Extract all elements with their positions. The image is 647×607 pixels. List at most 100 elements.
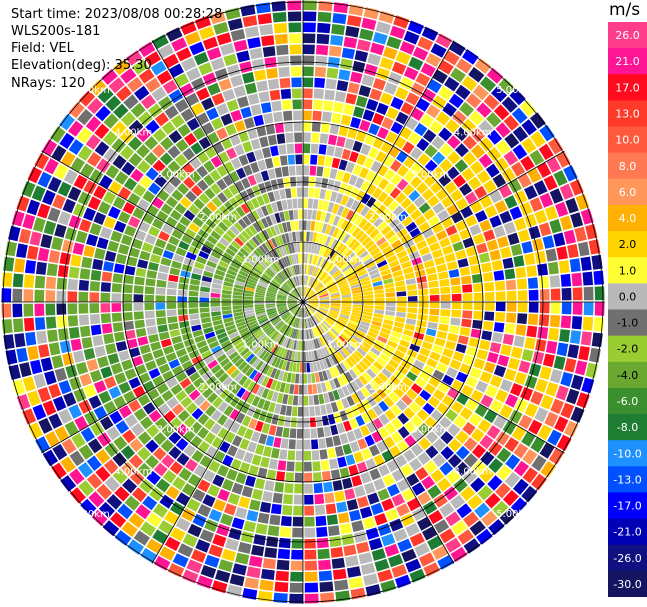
- velocity-gate: [124, 225, 137, 237]
- velocity-gate: [184, 31, 201, 46]
- velocity-gate: [484, 292, 495, 301]
- velocity-gate: [337, 376, 345, 387]
- velocity-gate: [473, 292, 484, 301]
- velocity-gate: [26, 245, 39, 260]
- velocity-gate: [14, 258, 26, 273]
- velocity-gate: [494, 200, 508, 214]
- velocity-gate: [94, 123, 110, 139]
- velocity-gate: [138, 68, 155, 84]
- velocity-gate: [262, 400, 271, 411]
- velocity-gate: [357, 438, 368, 450]
- velocity-gate: [376, 102, 389, 116]
- velocity-gate: [374, 558, 390, 572]
- velocity-gate: [281, 245, 288, 256]
- velocity-gate: [276, 303, 287, 307]
- velocity-gate: [341, 247, 350, 257]
- velocity-gate: [336, 351, 345, 361]
- velocity-gate: [37, 171, 52, 188]
- velocity-gate: [374, 513, 388, 526]
- velocity-gate: [183, 338, 195, 347]
- velocity-gate: [371, 431, 383, 443]
- velocity-gate: [358, 360, 369, 371]
- velocity-gate: [414, 122, 428, 137]
- velocity-gate: [515, 266, 527, 279]
- velocity-gate: [465, 376, 478, 388]
- velocity-gate: [233, 311, 244, 317]
- velocity-gate: [320, 460, 330, 471]
- velocity-gate: [414, 542, 430, 557]
- velocity-gate: [547, 429, 562, 446]
- velocity-gate: [60, 151, 76, 167]
- velocity-gate: [207, 392, 218, 404]
- velocity-gate: [415, 269, 426, 278]
- velocity-gate: [254, 478, 266, 490]
- velocity-gate: [238, 327, 249, 334]
- velocity-gate: [251, 197, 260, 209]
- velocity-gate: [450, 277, 461, 286]
- velocity-gate: [228, 184, 239, 196]
- velocity-gate: [344, 345, 353, 355]
- velocity-gate: [251, 327, 262, 335]
- velocity-gate: [188, 349, 200, 359]
- velocity-gate: [34, 152, 50, 170]
- velocity-gate: [372, 232, 383, 243]
- velocity-gate: [203, 174, 215, 187]
- velocity-gate: [248, 555, 263, 568]
- velocity-gate: [324, 333, 332, 343]
- velocity-gate: [291, 406, 298, 417]
- velocity-gate: [309, 417, 317, 428]
- velocity-gate: [307, 265, 311, 275]
- velocity-gate: [358, 273, 369, 280]
- velocity-gate: [268, 252, 276, 262]
- velocity-gate: [128, 136, 143, 151]
- velocity-gate: [232, 298, 243, 302]
- velocity-gate: [174, 98, 189, 113]
- velocity-gate: [277, 415, 285, 426]
- velocity-gate: [328, 250, 336, 260]
- velocity-gate: [507, 232, 520, 246]
- velocity-gate: [110, 362, 123, 375]
- velocity-gate: [350, 117, 361, 129]
- velocity-gate: [324, 236, 332, 247]
- velocity-gate: [226, 584, 243, 597]
- velocity-gate: [331, 557, 345, 569]
- velocity-gate: [334, 147, 344, 158]
- velocity-gate: [244, 335, 254, 344]
- velocity-gate: [303, 362, 307, 373]
- velocity-gate: [336, 501, 348, 513]
- velocity-gate: [269, 89, 281, 101]
- velocity-gate: [134, 229, 147, 241]
- velocity-gate: [338, 245, 347, 255]
- velocity-gate: [303, 11, 317, 22]
- colorbar-tick-label: -2.0: [617, 343, 638, 356]
- velocity-gate: [236, 321, 247, 328]
- velocity-gate: [317, 199, 324, 210]
- velocity-gate: [175, 438, 189, 451]
- velocity-gate: [284, 326, 291, 336]
- velocity-gate: [449, 233, 461, 244]
- velocity-gate: [124, 495, 140, 511]
- velocity-gate: [258, 231, 267, 242]
- velocity-gate: [504, 368, 517, 382]
- velocity-gate: [473, 310, 484, 320]
- velocity-gate: [48, 383, 62, 399]
- velocity-gate: [291, 351, 296, 361]
- velocity-gate: [489, 249, 501, 261]
- velocity-gate: [163, 53, 179, 69]
- velocity-gate: [329, 379, 337, 390]
- velocity-gate: [387, 340, 398, 349]
- velocity-gate: [350, 257, 360, 266]
- velocity-gate: [291, 187, 297, 198]
- velocity-gate: [250, 138, 261, 150]
- velocity-gate: [310, 243, 315, 253]
- velocity-gate: [1, 288, 12, 302]
- velocity-gate: [303, 307, 306, 318]
- velocity-gate: [455, 84, 471, 100]
- velocity-gate: [308, 276, 313, 287]
- velocity-gate: [211, 345, 222, 354]
- velocity-gate: [459, 363, 472, 375]
- velocity-gate: [440, 309, 451, 317]
- velocity-gate: [304, 318, 306, 329]
- velocity-gate: [359, 167, 370, 179]
- velocity-gate: [308, 303, 318, 307]
